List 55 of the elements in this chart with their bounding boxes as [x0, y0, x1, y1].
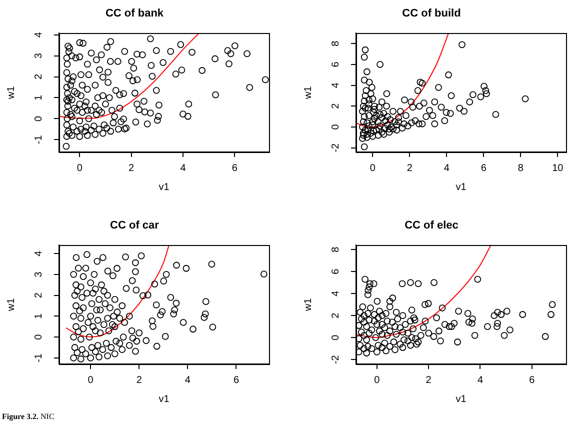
y-tick-label: 4 — [33, 250, 44, 256]
x-tick-label: 0 — [370, 162, 376, 174]
x-axis-title: v1 — [158, 182, 170, 193]
y-axis-title: w1 — [6, 86, 17, 100]
y-tick-label: 0 — [33, 334, 44, 340]
x-tick-label: 2 — [136, 374, 142, 386]
x-tick-label: 2 — [406, 162, 413, 174]
x-tick-label: 2 — [426, 374, 432, 386]
x-tick-label: 6 — [480, 162, 487, 174]
x-axis-title: v1 — [158, 394, 170, 405]
x-tick-label: 6 — [233, 374, 240, 386]
y-axis-title: w1 — [302, 298, 314, 312]
x-tick-label: 10 — [552, 162, 564, 174]
y-tick-label: -1 — [33, 134, 44, 144]
x-tick-label: 2 — [128, 162, 135, 174]
x-tick-label: 4 — [180, 162, 186, 174]
chart-title: CC of build — [402, 8, 461, 20]
chart-title: CC of bank — [105, 8, 164, 20]
x-tick-label: 6 — [529, 374, 536, 386]
y-tick-label: 4 — [330, 290, 342, 296]
x-tick-label: 6 — [232, 162, 238, 174]
y-tick-label: 1 — [33, 94, 44, 101]
chart-title: CC of car — [110, 220, 160, 232]
y-tick-label: 6 — [330, 268, 342, 274]
y-tick-label: -1 — [33, 353, 44, 362]
x-tick-label: 0 — [374, 374, 380, 386]
chart-title: CC of elec — [404, 220, 458, 232]
x-tick-label: 4 — [444, 162, 450, 174]
y-tick-label: 2 — [33, 74, 44, 80]
y-tick-label: 3 — [33, 52, 44, 59]
y-tick-label: 2 — [330, 102, 342, 109]
x-axis-title: v1 — [456, 182, 467, 193]
y-tick-label: 0 — [330, 124, 342, 130]
x-axis-title: v1 — [456, 394, 467, 405]
x-tick-label: 0 — [76, 162, 83, 174]
y-tick-label: 6 — [330, 61, 342, 68]
y-tick-label: 2 — [33, 292, 44, 298]
y-tick-label: 4 — [33, 32, 44, 38]
y-tick-label: 0 — [33, 115, 44, 122]
caption: Figure 3.2. NIC — [2, 412, 56, 422]
y-tick-label: 8 — [330, 246, 342, 252]
y-axis-title: w1 — [302, 86, 314, 100]
y-axis-title: w1 — [6, 298, 17, 312]
x-tick-label: 8 — [518, 162, 524, 174]
x-tick-label: 4 — [184, 374, 191, 386]
y-tick-label: 2 — [330, 312, 342, 318]
y-tick-label: -2 — [330, 354, 342, 364]
y-tick-label: 3 — [33, 271, 44, 278]
y-tick-label: 0 — [330, 334, 342, 340]
y-tick-label: 8 — [330, 40, 342, 46]
x-tick-label: 0 — [88, 374, 94, 386]
y-tick-label: 1 — [33, 312, 44, 319]
x-tick-label: 4 — [477, 374, 484, 386]
y-tick-label: 4 — [330, 82, 342, 88]
y-tick-label: -2 — [330, 142, 342, 152]
